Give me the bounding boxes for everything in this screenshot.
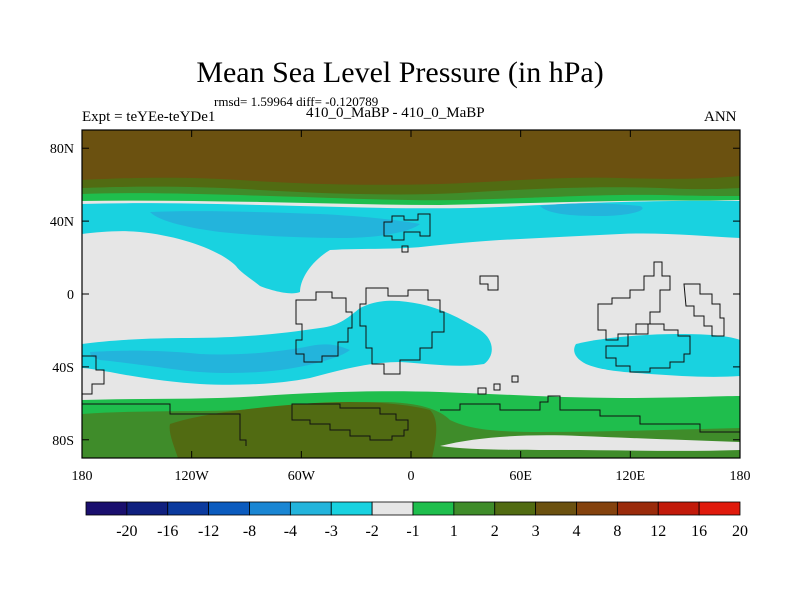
colorbar-swatch (494, 501, 537, 516)
plot-title: Mean Sea Level Pressure (in hPa) (196, 56, 604, 89)
coastline-north-america (383, 213, 431, 241)
colorbar-label: -4 (284, 523, 297, 540)
lat-tick-label: 80S (52, 434, 74, 449)
colorbar-label: 1 (450, 523, 458, 540)
colorbar: -20 -16 -12 -8 -4 -3 -2 -1 1 2 3 4 8 12 16 20 (85, 501, 748, 540)
colorbar-swatch (657, 501, 700, 516)
coastline-antarctica (291, 403, 409, 441)
experiment-label: Expt = teYEe-teYDe1 (82, 109, 216, 125)
colorbar-label: 4 (573, 523, 581, 540)
rmsd-diff-stats: rmsd= 1.59964 diff= -0.120789 (214, 94, 379, 109)
colorbar-swatch (167, 501, 210, 516)
southern-blue-core (90, 344, 350, 373)
colorbar-label: 8 (613, 523, 621, 540)
comparison-label: 410_0_MaBP - 410_0_MaBP (306, 105, 485, 121)
lon-tick-label: 60E (509, 469, 532, 484)
lat-tick-label: 40N (50, 215, 74, 230)
coastline-central-africa (359, 287, 445, 375)
colorbar-swatch (208, 501, 250, 516)
colorbar-swatch (85, 501, 128, 516)
colorbar-label: 16 (691, 523, 707, 540)
colorbar-swatch (535, 501, 577, 516)
colorbar-label: -12 (198, 523, 219, 540)
colorbar-label: -1 (406, 523, 419, 540)
northern-blue-core-east (540, 203, 643, 216)
colorbar-swatch (330, 501, 373, 516)
northern-blue-core (150, 211, 420, 238)
arctic-light-green-band (82, 193, 740, 205)
longitude-axis: 180 120W 60W 0 60E 120E 180 (72, 130, 751, 484)
lon-tick-label: 60W (288, 469, 316, 484)
colorbar-label: -16 (157, 523, 178, 540)
lat-tick-label: 40S (52, 361, 74, 376)
pressure-field (82, 130, 740, 458)
colorbar-label: 12 (650, 523, 666, 540)
coastline-antarctica-west (82, 403, 247, 446)
colorbar-swatch (698, 501, 741, 516)
lon-tick-label: 120E (616, 469, 646, 484)
colorbar-label: -8 (243, 523, 256, 540)
colorbar-swatch (249, 501, 291, 516)
colorbar-swatch (576, 501, 618, 516)
colorbar-label: -3 (325, 523, 338, 540)
coastline-antarctica-east (440, 395, 740, 433)
colorbar-label: -2 (365, 523, 378, 540)
colorbar-label: 20 (732, 523, 748, 540)
coastline-outlines (82, 213, 740, 446)
season-label: ANN (704, 109, 737, 125)
lon-tick-label: 120W (175, 469, 210, 484)
coastline-small-island (401, 245, 519, 395)
lat-tick-label: 80N (50, 142, 74, 157)
lon-tick-label: 0 (408, 469, 415, 484)
colorbar-swatch (289, 501, 332, 516)
antarctic-olive-anomaly (169, 402, 437, 458)
colorbar-swatch (453, 501, 496, 516)
colorbar-swatch (616, 501, 659, 516)
coastline-southeast-asia (479, 275, 499, 291)
coastline-south-america (295, 291, 353, 363)
colorbar-label: -20 (116, 523, 137, 540)
lon-tick-label: 180 (730, 469, 751, 484)
colorbar-swatch (371, 501, 414, 516)
colorbar-swatch (412, 501, 455, 516)
lon-tick-label: 180 (72, 469, 93, 484)
coastline-pacific-islands (683, 283, 725, 337)
lat-tick-label: 0 (67, 288, 74, 303)
colorbar-label: 3 (532, 523, 540, 540)
latitude-axis: 80N 40N 0 40S 80S (50, 142, 740, 449)
colorbar-swatch (126, 501, 169, 516)
coastline-indonesia (597, 261, 671, 341)
coastline-australia (605, 323, 691, 373)
arctic-brown-band (82, 130, 740, 191)
coastline-south-pacific (82, 355, 105, 395)
antarctic-neutral-patch (440, 435, 740, 451)
colorbar-label: 2 (491, 523, 499, 540)
